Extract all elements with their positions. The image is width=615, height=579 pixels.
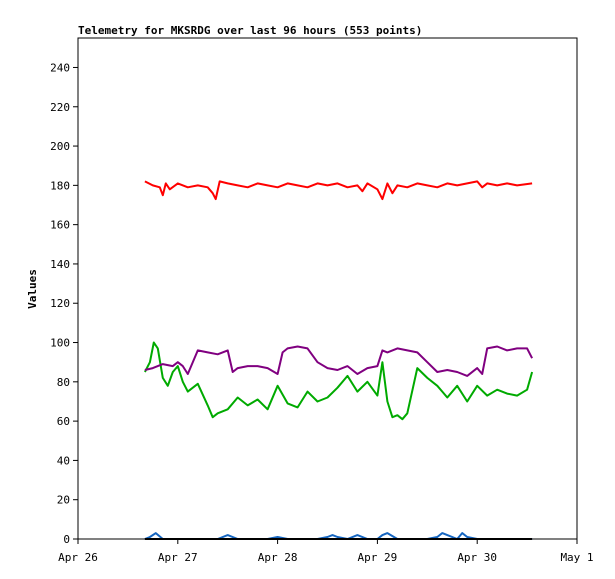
y-tick-label: 40	[57, 454, 70, 467]
series-layer	[144, 180, 534, 540]
y-tick-label: 180	[50, 179, 70, 192]
y-tick-label: 140	[50, 258, 70, 271]
x-tick-label: May 1	[560, 551, 593, 564]
y-tick-label: 220	[50, 101, 70, 114]
series-line-1	[144, 180, 533, 201]
y-tick-label: 200	[50, 140, 70, 153]
y-axis: 0 20 40 60 80 100 120 140 160 180 200 220 240	[50, 61, 78, 546]
x-axis: Apr 26 Apr 27 Apr 28 Apr 29 Apr 30 May 1	[58, 539, 594, 564]
y-tick-label: 20	[57, 494, 70, 507]
y-tick-label: 120	[50, 297, 70, 310]
x-tick-label: Apr 29	[358, 551, 398, 564]
x-tick-label: Apr 26	[58, 551, 98, 564]
y-tick-label: 100	[50, 337, 70, 350]
plot-border	[77, 37, 578, 540]
x-tick-label: Apr 28	[258, 551, 298, 564]
y-tick-label: 60	[57, 415, 70, 428]
series-line-3	[144, 345, 533, 377]
series-line-2	[144, 341, 534, 421]
plot-frame	[77, 37, 578, 540]
chart-title: Telemetry for MKSRDG over last 96 hours …	[78, 24, 422, 37]
x-tick-label: Apr 30	[457, 551, 497, 564]
y-axis-title: Values	[26, 269, 39, 309]
x-tick-label: Apr 27	[158, 551, 198, 564]
y-tick-label: 0	[63, 533, 70, 546]
y-tick-label: 160	[50, 219, 70, 232]
y-tick-label: 80	[57, 376, 70, 389]
y-tick-label: 240	[50, 61, 70, 74]
